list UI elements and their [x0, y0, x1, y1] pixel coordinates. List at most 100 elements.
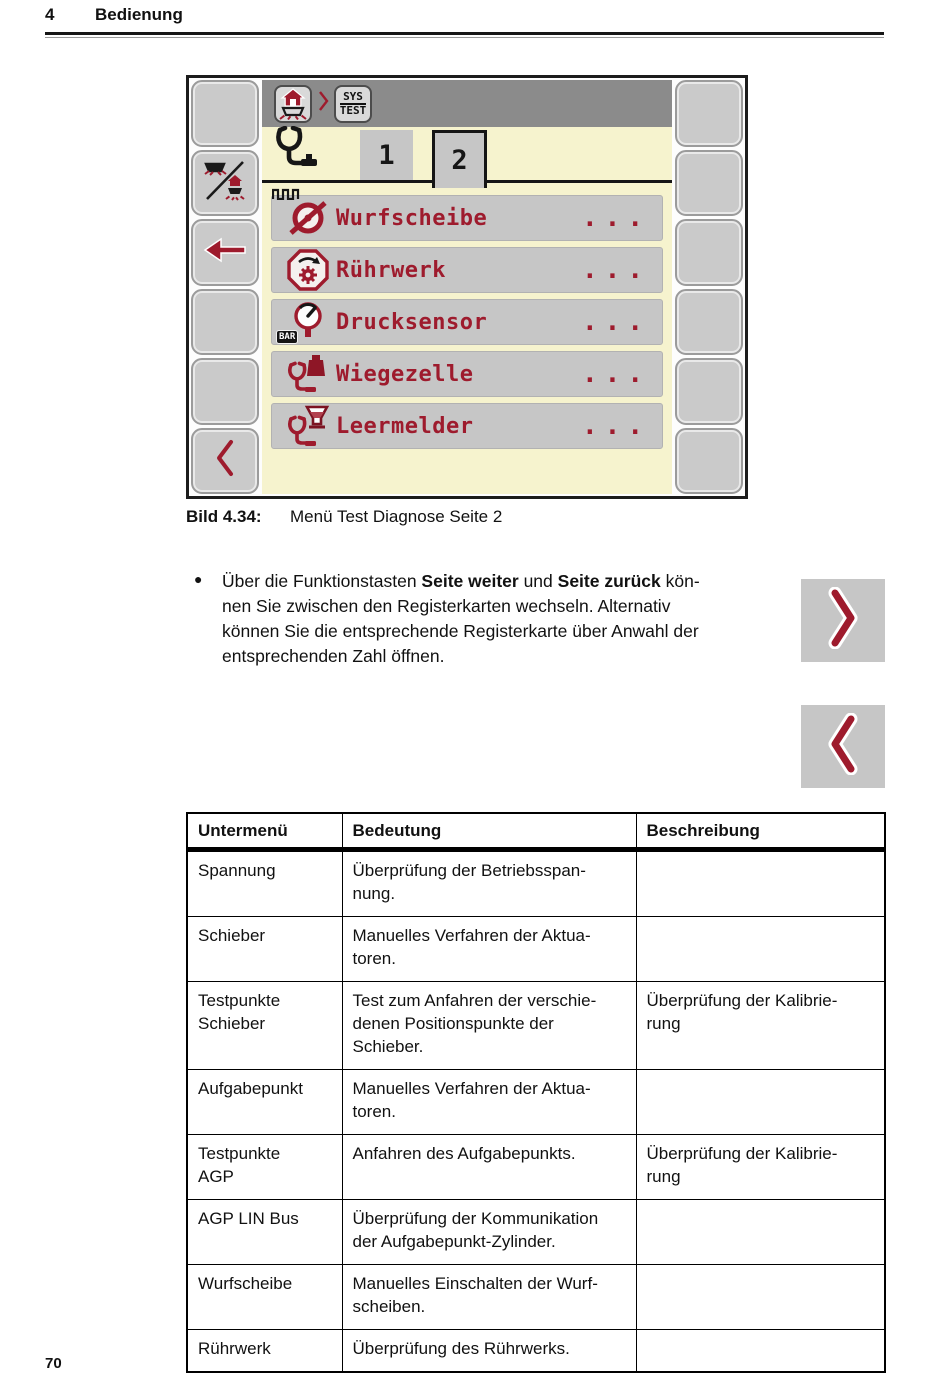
cell-untermenu: Testpunkte Schieber [186, 981, 343, 1070]
menu-item-label: Leermelder [336, 413, 474, 439]
cell-untermenu: Testpunkte AGP [186, 1134, 343, 1200]
cell-beschreibung [635, 1069, 886, 1135]
cell-bedeutung: Test zum Anfahren der verschie- denen Po… [341, 981, 637, 1070]
chapter-title: Bedienung [95, 5, 183, 24]
cell-untermenu: Wurfscheibe [186, 1264, 343, 1330]
softkey-right-4[interactable] [675, 288, 743, 355]
page-number: 70 [45, 1355, 62, 1372]
cell-untermenu: AGP LIN Bus [186, 1199, 343, 1265]
softkey-right-2[interactable] [675, 149, 743, 216]
cell-bedeutung: Überprüfung des Rührwerks. [341, 1329, 637, 1373]
table-row: Spannung Überprüfung der Betriebsspan- n… [186, 849, 886, 917]
softkey-right-6[interactable] [675, 427, 743, 494]
cell-bedeutung: Manuelles Verfahren der Aktua- toren. [341, 1069, 637, 1135]
menu-item-ellipsis: ... [582, 307, 650, 337]
menu-item-ruehrwerk[interactable]: Rührwerk ... [271, 247, 663, 293]
spread-disc-icon [280, 196, 336, 240]
terminal-screenshot: SYS TEST [186, 75, 748, 499]
square-wave-icon [271, 187, 302, 205]
menu-item-ellipsis: ... [582, 203, 650, 233]
softkey-left-5[interactable] [191, 358, 259, 425]
figure-caption-text: Menü Test Diagnose Seite 2 [290, 507, 503, 526]
chevron-left-icon [823, 712, 863, 780]
table-row: Testpunkte AGP Anfahren des Aufgabepunkt… [186, 1134, 886, 1200]
softkey-right-1[interactable] [675, 80, 743, 147]
home-spreader-icon[interactable] [274, 84, 312, 123]
chevron-left-icon [212, 438, 238, 483]
note-text: können Sie die entsprechende Registerkar… [222, 621, 699, 641]
softkey-left-3[interactable] [191, 219, 259, 286]
menu-item-label: Wurfscheibe [336, 205, 488, 231]
cell-beschreibung [635, 849, 886, 917]
table-header-row: Untermenü Bedeutung Beschreibung [186, 812, 886, 852]
table-row: AGP LIN Bus Überprüfung der Kommunikatio… [186, 1199, 886, 1265]
col-header-bedeutung: Bedeutung [341, 812, 637, 852]
table-row: Schieber Manuelles Verfahren der Aktua- … [186, 916, 886, 982]
cell-untermenu: Spannung [186, 849, 343, 917]
header-rule [45, 32, 884, 35]
figure-caption-label: Bild 4.34: [186, 507, 262, 526]
weigh-cell-icon [280, 352, 336, 396]
tab-page-2[interactable]: 2 [432, 130, 487, 188]
softkey-left-4[interactable] [191, 288, 259, 355]
col-header-beschreibung: Beschreibung [635, 812, 886, 852]
menu-item-ellipsis: ... [582, 359, 650, 389]
softkey-column-left [191, 80, 259, 494]
cell-bedeutung: Anfahren des Aufgabepunkts. [341, 1134, 637, 1200]
cell-bedeutung: Überprüfung der Betriebsspan- nung. [341, 849, 637, 917]
table-row: Testpunkte Schieber Test zum Anfahren de… [186, 981, 886, 1070]
softkey-right-5[interactable] [675, 358, 743, 425]
menu-item-leermelder[interactable]: Leermelder ... [271, 403, 663, 449]
note-key-seite-zurueck: Seite zurück [557, 571, 661, 591]
chevron-right-icon [823, 586, 863, 654]
table-row: Aufgabepunkt Manuelles Verfahren der Akt… [186, 1069, 886, 1135]
boundary-spreading-toggle-icon [202, 157, 248, 208]
sys-test-line2: TEST [339, 103, 367, 117]
table-row: Rührwerk Überprüfung des Rührwerks. [186, 1329, 886, 1373]
softkey-left-1[interactable] [191, 80, 259, 147]
menu-item-wiegezelle[interactable]: Wiegezelle ... [271, 351, 663, 397]
cell-beschreibung [635, 1199, 886, 1265]
agitator-icon [280, 248, 336, 292]
note-paragraph: Über die Funktionstasten Seite weiter un… [222, 569, 782, 669]
note-text: nen Sie zwischen den Registerkarten wech… [222, 596, 671, 616]
tab-page-1[interactable]: 1 [360, 130, 413, 180]
sys-test-icon[interactable]: SYS TEST [334, 84, 372, 123]
tab-bar: 1 2 [262, 125, 672, 189]
note-text: und [518, 571, 558, 591]
device-screen: SYS TEST [262, 80, 672, 494]
menu-item-ellipsis: ... [582, 411, 650, 441]
header-rule-shadow [45, 37, 884, 38]
menu-item-drucksensor[interactable]: BAR Drucksensor ... [271, 299, 663, 345]
page-next-key[interactable] [801, 579, 885, 662]
softkey-column-right [675, 80, 743, 494]
back-arrow-icon [201, 233, 249, 272]
menu-item-label: Wiegezelle [336, 361, 474, 387]
col-header-untermenu: Untermenü [186, 812, 343, 852]
page-back-key[interactable] [801, 705, 885, 788]
sys-test-line1: SYS [339, 91, 367, 105]
cell-bedeutung: Manuelles Verfahren der Aktua- toren. [341, 916, 637, 982]
note-text: Über die Funktionstasten [222, 571, 422, 591]
chapter-number: 4 [45, 5, 55, 24]
pressure-gauge-icon: BAR [276, 300, 336, 344]
submenu-table: Untermenü Bedeutung Beschreibung Spannun… [186, 812, 886, 1373]
menu-item-ellipsis: ... [582, 255, 650, 285]
note-text: entsprechenden Zahl öffnen. [222, 646, 445, 666]
cell-untermenu: Schieber [186, 916, 343, 982]
cell-bedeutung: Manuelles Einschalten der Wurf- scheiben… [341, 1264, 637, 1330]
cell-beschreibung: Überprüfung der Kalibrie- rung [635, 1134, 886, 1200]
softkey-right-3[interactable] [675, 219, 743, 286]
cell-untermenu: Aufgabepunkt [186, 1069, 343, 1135]
softkey-left-2[interactable] [191, 149, 259, 216]
test-diagnose-menu: Wurfscheibe ... [262, 188, 672, 455]
cell-untermenu: Rührwerk [186, 1329, 343, 1373]
menu-item-label: Drucksensor [336, 309, 488, 335]
cell-beschreibung [635, 1264, 886, 1330]
softkey-left-6[interactable] [191, 427, 259, 494]
empty-sensor-icon [280, 404, 336, 448]
menu-item-wurfscheibe[interactable]: Wurfscheibe ... [271, 188, 663, 241]
bar-unit-badge: BAR [276, 330, 299, 344]
cell-bedeutung: Überprüfung der Kommunikation der Aufgab… [341, 1199, 637, 1265]
